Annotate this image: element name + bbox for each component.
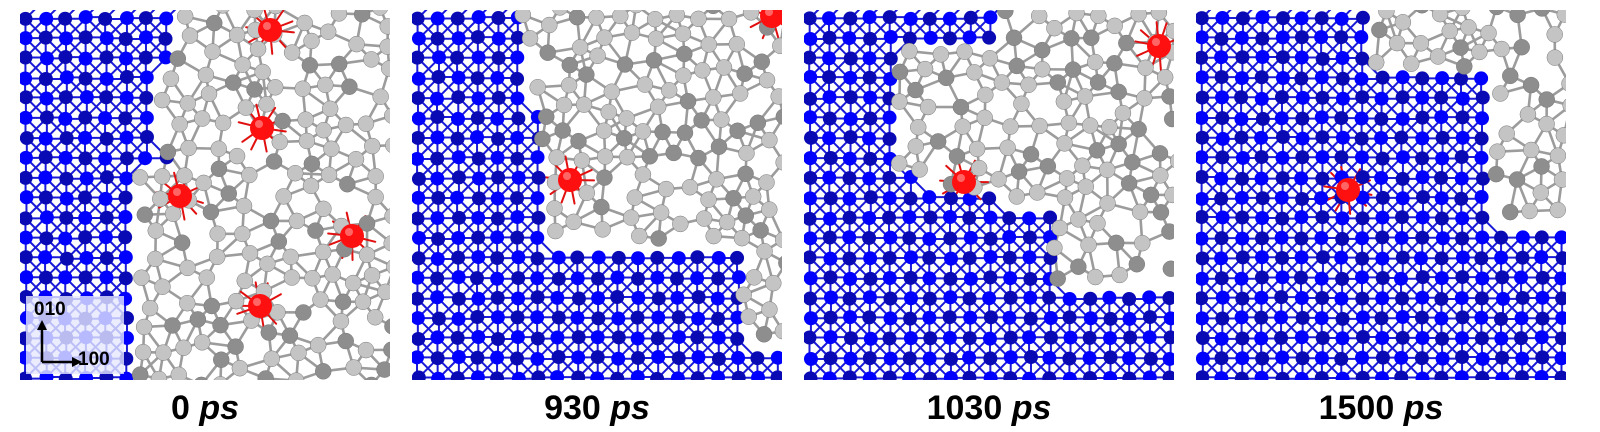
snapshot-panel-4: [1196, 10, 1566, 380]
snapshot-panel-1: 010 100: [20, 10, 390, 380]
atom-structure-3: [804, 10, 1174, 380]
orientation-arrows-icon: [37, 320, 82, 367]
atom-structure-2: [412, 10, 782, 380]
time-label-2: 930 ps: [544, 389, 650, 427]
snapshot-panel-2: [412, 10, 782, 380]
axis-label-100: 100: [78, 349, 110, 370]
axis-label-010: 010: [34, 299, 66, 320]
time-label-3: 1030 ps: [926, 389, 1052, 427]
atom-structure-1: [20, 10, 390, 380]
snapshot-panel-3: [804, 10, 1174, 380]
orientation-legend: 010 100: [26, 296, 124, 374]
time-label-1: 0 ps: [170, 389, 240, 427]
atom-structure-4: [1196, 10, 1566, 380]
time-label-4: 1500 ps: [1318, 389, 1444, 427]
